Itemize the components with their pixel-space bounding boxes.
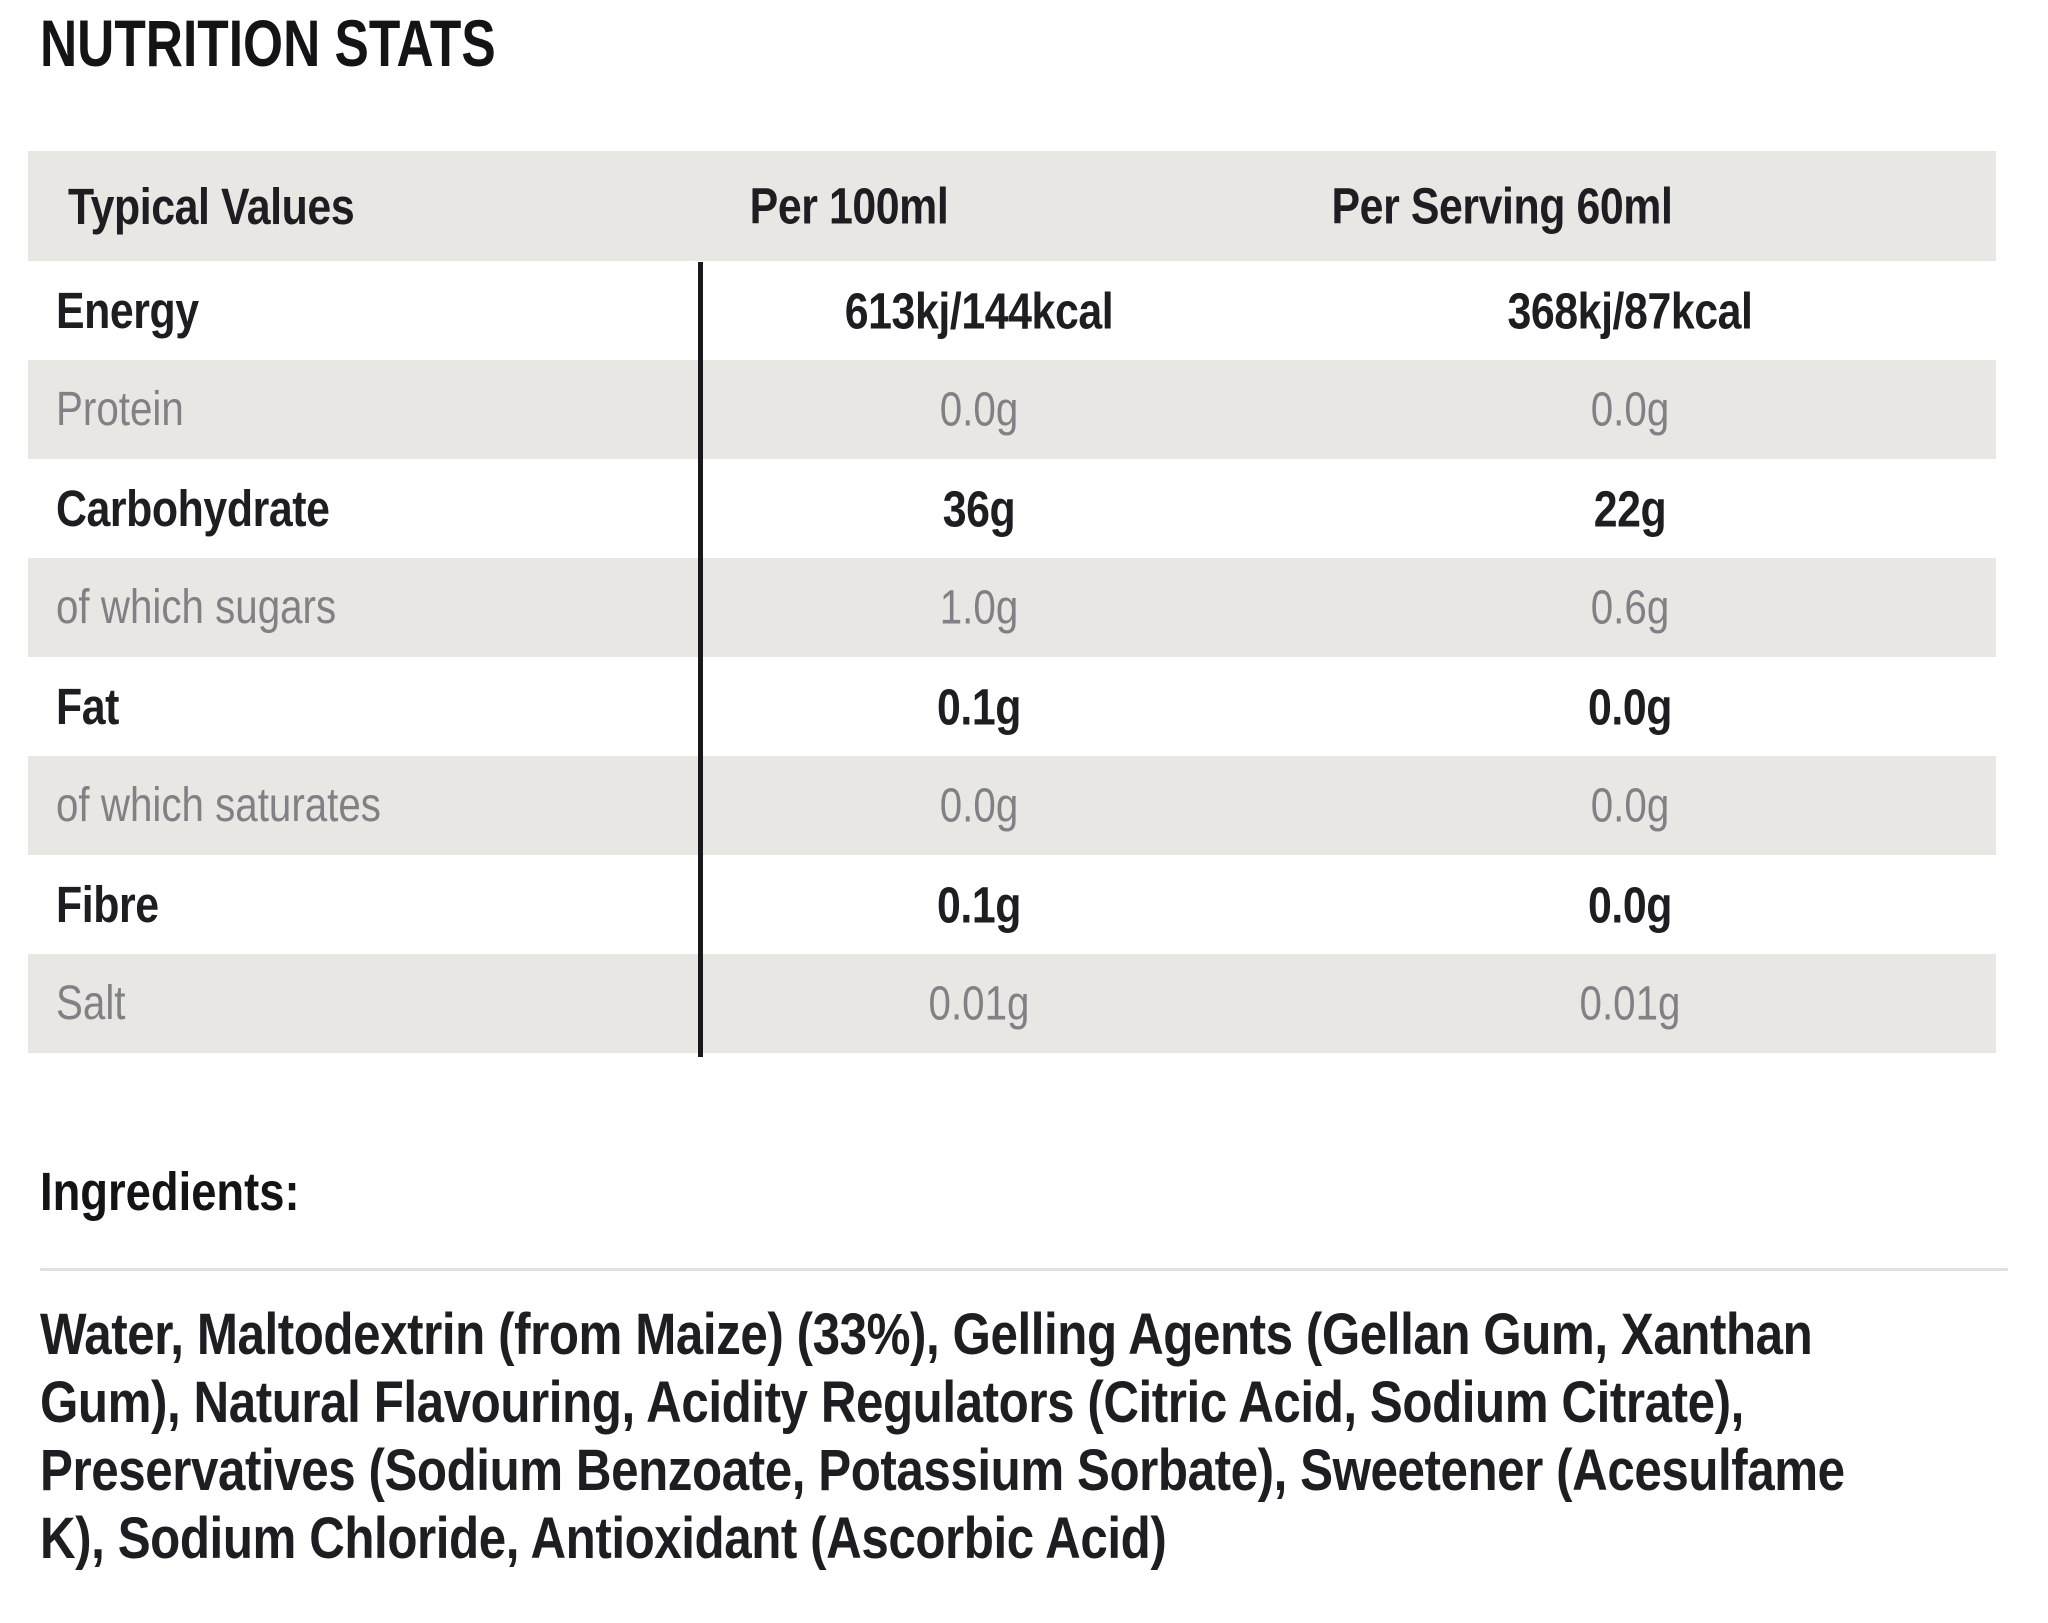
cell-per100: 0.1g bbox=[936, 678, 1021, 735]
row-label: Salt bbox=[56, 977, 126, 1030]
cell-per100: 0.1g bbox=[936, 876, 1021, 933]
table-row-protein: Protein 0.0g 0.0g bbox=[28, 360, 1996, 459]
table-row-fibre: Fibre 0.1g 0.0g bbox=[28, 855, 1996, 954]
table-header-row: Typical Values Per 100ml Per Serving 60m… bbox=[28, 151, 1996, 261]
cell-per100: 613kj/144kcal bbox=[844, 282, 1113, 339]
page-title-text: NUTRITION STATS bbox=[40, 6, 496, 80]
table-row-sugars: of which sugars 1.0g 0.6g bbox=[28, 558, 1996, 657]
cell-per100: 1.0g bbox=[939, 581, 1018, 634]
table-row-energy: Energy 613kj/144kcal 368kj/87kcal bbox=[28, 261, 1996, 360]
column-divider-line bbox=[698, 262, 703, 1057]
cell-per100: 0.0g bbox=[939, 779, 1018, 832]
cell-per-serving: 0.0g bbox=[1587, 678, 1672, 735]
page-title: NUTRITION STATS bbox=[40, 10, 624, 76]
cell-per100: 36g bbox=[942, 480, 1015, 537]
cell-per-serving: 0.0g bbox=[1587, 876, 1672, 933]
cell-per-serving: 22g bbox=[1593, 480, 1667, 537]
header-typical-values: Typical Values bbox=[68, 177, 355, 235]
cell-per100: 0.01g bbox=[928, 977, 1029, 1030]
row-label: Energy bbox=[56, 282, 199, 339]
cell-per-serving: 0.01g bbox=[1579, 977, 1681, 1030]
header-per-100ml: Per 100ml bbox=[749, 177, 948, 235]
row-label: Carbohydrate bbox=[56, 480, 330, 537]
row-label: of which saturates bbox=[56, 779, 381, 832]
cell-per-serving: 0.0g bbox=[1590, 779, 1670, 832]
ingredients-line: Gum), Natural Flavouring, Acidity Regula… bbox=[40, 1370, 1744, 1435]
ingredients-line: K), Sodium Chloride, Antioxidant (Ascorb… bbox=[40, 1506, 1167, 1571]
table-row-salt: Salt 0.01g 0.01g bbox=[28, 954, 1996, 1053]
section-divider-line bbox=[40, 1268, 2008, 1271]
table-row-saturates: of which saturates 0.0g 0.0g bbox=[28, 756, 1996, 855]
row-label: of which sugars bbox=[56, 581, 337, 634]
row-label: Fibre bbox=[56, 876, 159, 933]
row-label: Fat bbox=[56, 678, 119, 735]
row-label: Protein bbox=[56, 383, 184, 436]
ingredients-line: Preservatives (Sodium Benzoate, Potassiu… bbox=[40, 1438, 1845, 1503]
cell-per-serving: 368kj/87kcal bbox=[1507, 282, 1753, 339]
cell-per-serving: 0.6g bbox=[1590, 581, 1670, 634]
nutrition-table: Typical Values Per 100ml Per Serving 60m… bbox=[28, 151, 1996, 1057]
ingredients-heading: Ingredients: bbox=[40, 1162, 300, 1222]
table-row-carbohydrate: Carbohydrate 36g 22g bbox=[28, 459, 1996, 558]
cell-per-serving: 0.0g bbox=[1590, 383, 1670, 436]
ingredients-text: Water, Maltodextrin (from Maize) (33%), … bbox=[40, 1301, 2048, 1573]
ingredients-line: Water, Maltodextrin (from Maize) (33%), … bbox=[40, 1302, 1813, 1367]
header-per-serving: Per Serving 60ml bbox=[1331, 177, 1673, 235]
table-row-fat: Fat 0.1g 0.0g bbox=[28, 657, 1996, 756]
cell-per100: 0.0g bbox=[939, 383, 1018, 436]
